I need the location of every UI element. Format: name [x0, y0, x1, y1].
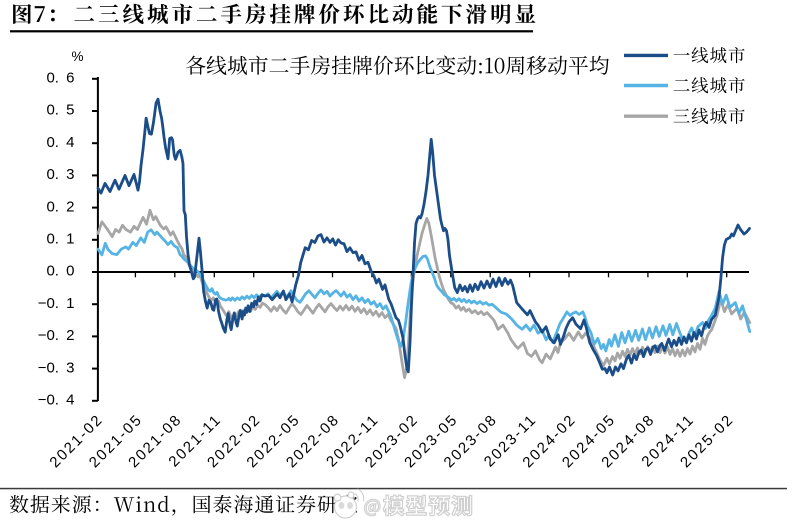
svg-text:0. 3: 0. 3	[46, 166, 74, 183]
svg-text:0. 6: 0. 6	[46, 70, 74, 87]
svg-text:−0. 3: −0. 3	[38, 359, 75, 376]
svg-text:−0. 2: −0. 2	[38, 327, 75, 344]
svg-text:0. 5: 0. 5	[46, 102, 74, 119]
svg-text:0. 4: 0. 4	[46, 134, 74, 151]
svg-text:−0. 4: −0. 4	[38, 392, 75, 409]
svg-text:0. 2: 0. 2	[46, 198, 74, 215]
svg-text:0. 0: 0. 0	[46, 263, 74, 280]
svg-text:0. 1: 0. 1	[46, 231, 74, 248]
svg-text:%: %	[71, 49, 83, 64]
svg-text:−0. 1: −0. 1	[38, 295, 75, 312]
